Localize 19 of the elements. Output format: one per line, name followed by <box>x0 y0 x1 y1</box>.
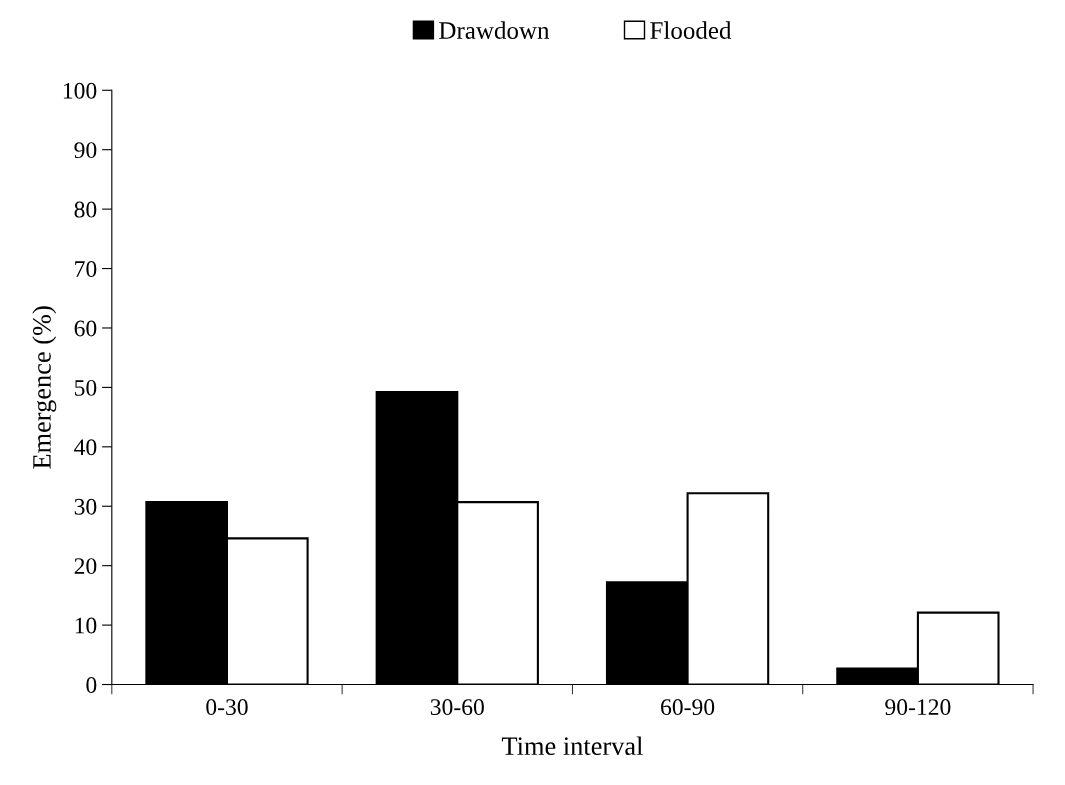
y-tick-label: 90 <box>74 142 97 159</box>
y-tick-label: 50 <box>75 379 97 396</box>
y-tick-label: 0 <box>86 677 97 693</box>
y-tick-label: 100 <box>63 82 97 99</box>
x-tick-label: 0-30 <box>206 699 248 716</box>
y-axis-title: Emergence (%) <box>32 306 57 469</box>
x-axis-title: Time interval <box>501 736 643 756</box>
y-tick-label: 70 <box>75 261 97 277</box>
x-tick-label: 60-90 <box>661 699 715 716</box>
x-tick-label: 90-120 <box>885 699 951 716</box>
y-tick-label: 40 <box>74 439 97 456</box>
y-tick-label: 60 <box>74 320 97 337</box>
y-tick-label: 80 <box>74 201 97 218</box>
y-tick-label: 10 <box>75 617 97 634</box>
x-tick-label: 30-60 <box>430 699 484 716</box>
y-tick-label: 20 <box>74 558 97 575</box>
legend-label: Drawdown <box>439 21 550 39</box>
legend-label: Flooded <box>650 21 732 39</box>
y-tick-label: 30 <box>74 498 97 515</box>
